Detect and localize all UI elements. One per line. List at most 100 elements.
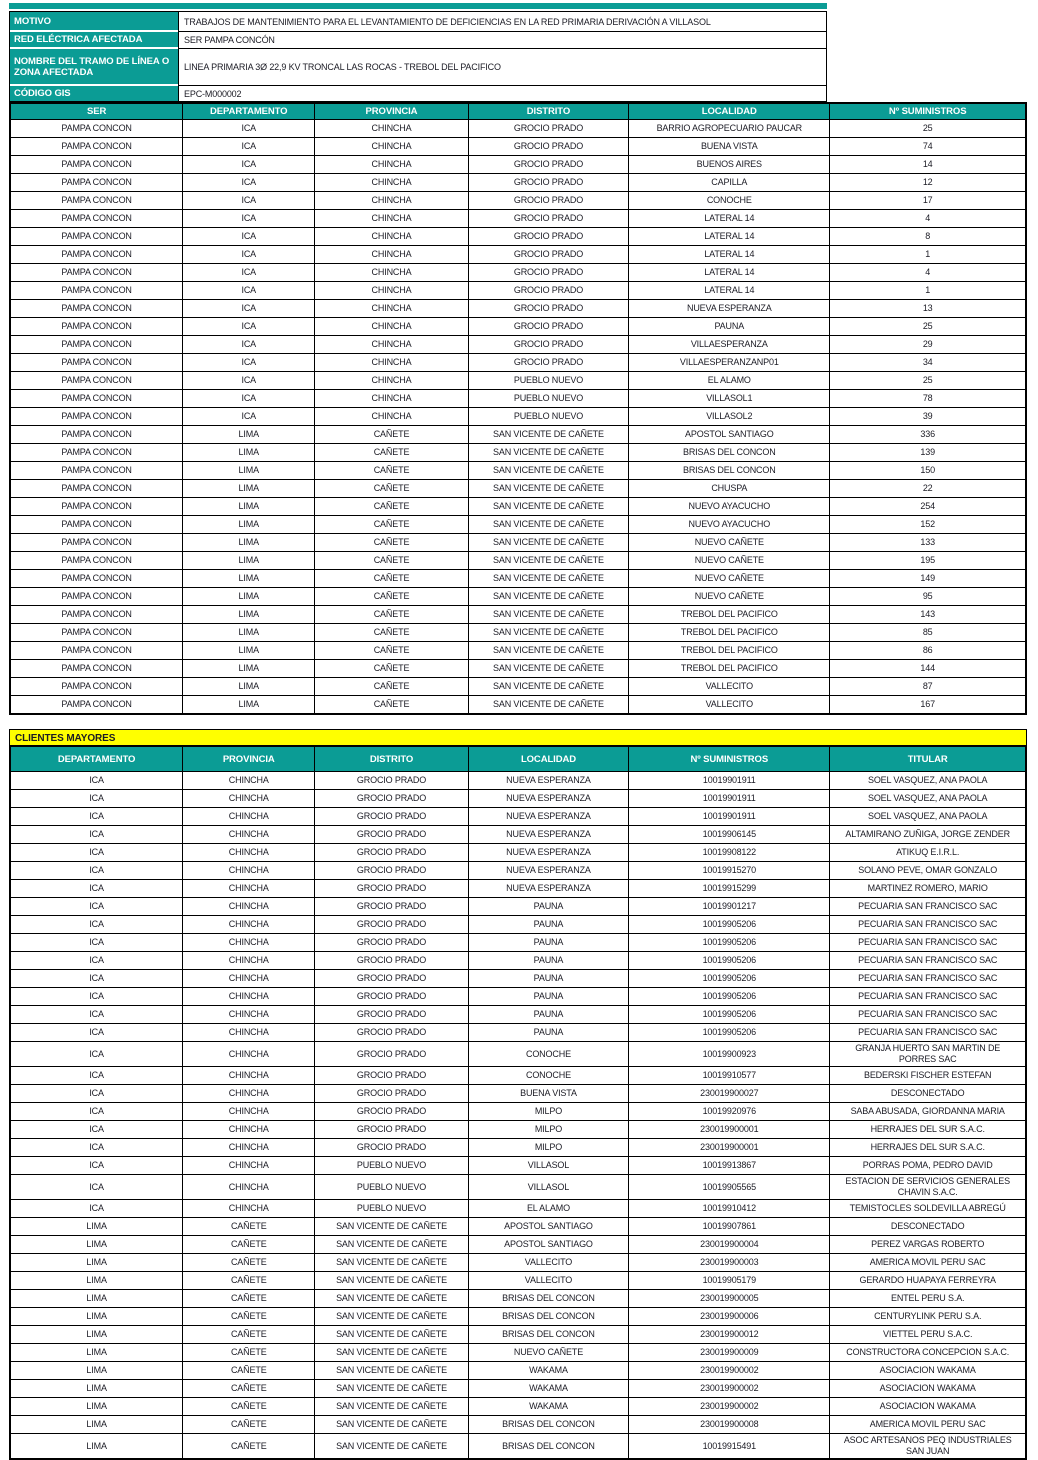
clientes-mayores-banner: CLIENTES MAYORES bbox=[9, 729, 1027, 745]
motivo-label: MOTIVO bbox=[10, 12, 178, 32]
table-cell: PAMPA CONCON bbox=[9, 227, 184, 246]
table-cell: PUEBLO NUEVO bbox=[467, 371, 630, 390]
table-row: LIMA CAÑETE SAN VICENTE DE CAÑETE APOSTOL S… bbox=[9, 1217, 1027, 1236]
column-header-localidad: LOCALIDAD bbox=[628, 102, 831, 120]
table-row: ICA CHINCHA GROCIO PRADO MILPO 230019900001 H… bbox=[9, 1138, 1027, 1157]
table-cell: PAMPA CONCON bbox=[9, 317, 184, 336]
table-cell: 10019905206 bbox=[628, 1005, 831, 1024]
table-cell: SAN VICENTE DE CAÑETE bbox=[314, 1343, 469, 1362]
table-cell: BRISAS DEL CONCON bbox=[467, 1289, 630, 1308]
table-row: PAMPA CONCON ICA CHINCHA GROCIO PRADO LATERA… bbox=[9, 263, 1027, 282]
table-cell: 10019905206 bbox=[628, 969, 831, 988]
table-cell: CAÑETE bbox=[182, 1271, 316, 1290]
table-cell: 143 bbox=[829, 605, 1027, 624]
table-row: LIMA CAÑETE SAN VICENTE DE CAÑETE BRISAS DE… bbox=[9, 1307, 1027, 1326]
column-header-suministros: Nº SUMINISTROS bbox=[829, 102, 1027, 120]
table-cell: LIMA bbox=[182, 677, 316, 696]
table-cell: 10019907861 bbox=[628, 1217, 831, 1236]
table-row: LIMA CAÑETE SAN VICENTE DE CAÑETE VALLECITO… bbox=[9, 1271, 1027, 1290]
table-cell: VILLASOL2 bbox=[628, 407, 831, 426]
table-cell: 10019906145 bbox=[628, 825, 831, 844]
table-cell: GROCIO PRADO bbox=[467, 281, 630, 300]
table-cell: CAÑETE bbox=[314, 659, 469, 678]
table-cell: CHINCHA bbox=[314, 227, 469, 246]
table-row: ICA CHINCHA GROCIO PRADO NUEVA ESPERANZA 100… bbox=[9, 807, 1027, 826]
table-cell: PUEBLO NUEVO bbox=[314, 1199, 469, 1218]
table-cell: ASOCIACION WAKAMA bbox=[829, 1361, 1027, 1380]
table-cell: SAN VICENTE DE CAÑETE bbox=[314, 1325, 469, 1344]
table-cell: GROCIO PRADO bbox=[467, 335, 630, 354]
table-row: LIMA CAÑETE SAN VICENTE DE CAÑETE APOSTOL S… bbox=[9, 1235, 1027, 1254]
table-cell: PAMPA CONCON bbox=[9, 371, 184, 390]
supplies-table-header: SER DEPARTAMENTO PROVINCIA DISTRITO LOCA… bbox=[9, 102, 1027, 120]
table-cell: PAMPA CONCON bbox=[9, 443, 184, 462]
table-row: PAMPA CONCON ICA CHINCHA GROCIO PRADO LATERA… bbox=[9, 281, 1027, 300]
table-cell: BRISAS DEL CONCON bbox=[628, 443, 831, 462]
table-cell: 13 bbox=[829, 299, 1027, 318]
table-cell: VIETTEL PERU S.A.C. bbox=[829, 1325, 1027, 1344]
table-cell: PAMPA CONCON bbox=[9, 281, 184, 300]
table-cell: ENTEL PERU S.A. bbox=[829, 1289, 1027, 1308]
table-cell: HERRAJES DEL SUR S.A.C. bbox=[829, 1120, 1027, 1139]
table-cell: PAMPA CONCON bbox=[9, 353, 184, 372]
table-cell: PAMPA CONCON bbox=[9, 515, 184, 534]
table-cell: LIMA bbox=[9, 1433, 184, 1460]
table-cell: 230019900003 bbox=[628, 1253, 831, 1272]
info-row-codigo-gis: CÓDIGO GIS EPC-M000002 bbox=[10, 86, 826, 101]
table-cell: PAMPA CONCON bbox=[9, 533, 184, 552]
table-cell: LIMA bbox=[9, 1307, 184, 1326]
table-cell: 336 bbox=[829, 425, 1027, 444]
table-cell: NUEVO CAÑETE bbox=[628, 551, 831, 570]
table-cell: GROCIO PRADO bbox=[314, 1138, 469, 1157]
table-cell: CHINCHA bbox=[182, 897, 316, 916]
table-cell: HERRAJES DEL SUR S.A.C. bbox=[829, 1138, 1027, 1157]
table-cell: 87 bbox=[829, 677, 1027, 696]
table-cell: ICA bbox=[9, 1120, 184, 1139]
table-cell: LIMA bbox=[9, 1217, 184, 1236]
table-row: PAMPA CONCON ICA CHINCHA GROCIO PRADO BUENA … bbox=[9, 137, 1027, 156]
table-cell: PAMPA CONCON bbox=[9, 335, 184, 354]
table-cell: LATERAL 14 bbox=[628, 227, 831, 246]
table-cell: 10019905179 bbox=[628, 1271, 831, 1290]
table-cell: CHINCHA bbox=[182, 1102, 316, 1121]
table-cell: CHINCHA bbox=[182, 1138, 316, 1157]
table-cell: CHINCHA bbox=[182, 987, 316, 1006]
table-cell: NUEVA ESPERANZA bbox=[467, 843, 630, 862]
table-cell: CAÑETE bbox=[314, 515, 469, 534]
table-row: PAMPA CONCON LIMA CAÑETE SAN VICENTE DE CAÑ… bbox=[9, 551, 1027, 570]
table-row: ICA CHINCHA GROCIO PRADO CONOCHE 10019900923… bbox=[9, 1041, 1027, 1067]
table-cell: BEDERSKI FISCHER ESTEFAN bbox=[829, 1066, 1027, 1085]
table-cell: ICA bbox=[182, 263, 316, 282]
table-cell: PAMPA CONCON bbox=[9, 677, 184, 696]
table-cell: CAÑETE bbox=[314, 443, 469, 462]
table-cell: CHINCHA bbox=[182, 1023, 316, 1042]
table-cell: CHINCHA bbox=[182, 789, 316, 808]
table-cell: 167 bbox=[829, 695, 1027, 715]
table-cell: 10019901911 bbox=[628, 807, 831, 826]
table-cell: SAN VICENTE DE CAÑETE bbox=[467, 623, 630, 642]
table-cell: LIMA bbox=[182, 515, 316, 534]
table-cell: 133 bbox=[829, 533, 1027, 552]
table-cell: GROCIO PRADO bbox=[314, 897, 469, 916]
table-cell: GROCIO PRADO bbox=[314, 1084, 469, 1103]
motivo-value: TRABAJOS DE MANTENIMIENTO PARA EL LEVANT… bbox=[178, 12, 826, 32]
table-cell: 10019901911 bbox=[628, 789, 831, 808]
table-cell: 230019900009 bbox=[628, 1343, 831, 1362]
table-cell: 1 bbox=[829, 281, 1027, 300]
table-cell: 152 bbox=[829, 515, 1027, 534]
table-row: ICA CHINCHA GROCIO PRADO NUEVA ESPERANZA 100… bbox=[9, 789, 1027, 808]
table-cell: BUENA VISTA bbox=[467, 1084, 630, 1103]
table-cell: GROCIO PRADO bbox=[314, 879, 469, 898]
table-cell: PECUARIA SAN FRANCISCO SAC bbox=[829, 969, 1027, 988]
table-row: ICA CHINCHA GROCIO PRADO PAUNA 10019905206 PE… bbox=[9, 933, 1027, 952]
table-cell: PAMPA CONCON bbox=[9, 569, 184, 588]
table-row: PAMPA CONCON ICA CHINCHA GROCIO PRADO VILLAE… bbox=[9, 353, 1027, 372]
table-row: PAMPA CONCON ICA CHINCHA PUEBLO NUEVO VILLAS… bbox=[9, 389, 1027, 408]
table-cell: PAUNA bbox=[467, 969, 630, 988]
table-cell: EL ALAMO bbox=[628, 371, 831, 390]
table-cell: LIMA bbox=[182, 479, 316, 498]
column-header-ser: SER bbox=[9, 102, 184, 120]
table-cell: ICA bbox=[182, 353, 316, 372]
table-cell: PAMPA CONCON bbox=[9, 659, 184, 678]
table-cell: CAÑETE bbox=[314, 641, 469, 660]
